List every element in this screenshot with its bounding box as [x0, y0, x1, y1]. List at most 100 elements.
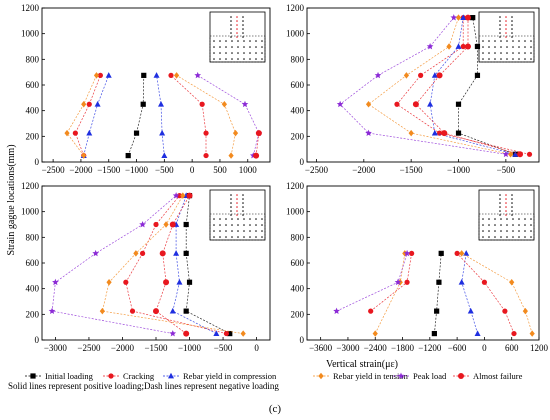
cracking-series-line [125, 195, 227, 334]
failure-point [517, 151, 524, 158]
rebar_comp-point [173, 250, 180, 256]
rebar_tens-point [81, 101, 87, 108]
legend-item-rebar_comp: Rebar yield in compression [163, 371, 277, 381]
rebar_tens-point [459, 250, 465, 257]
y-tick-label: 1000 [286, 207, 305, 217]
failure-point [255, 130, 262, 137]
x-tick-label: 600 [505, 343, 519, 353]
rebar_tens-point [228, 152, 234, 159]
legend-label: Rebar yield in tension [333, 371, 409, 381]
initial-series-line [185, 195, 230, 334]
rebar_comp-point [455, 43, 462, 49]
peak-point [241, 100, 249, 108]
x-tick-label: −3600 [309, 343, 333, 353]
bottom-left-panel: −3000 −2500 −2000 −1500 −1000 −500 0 0 200 400 600… [21, 181, 271, 353]
x-tick-label: −1500 [144, 343, 168, 353]
rebar_tens-point [64, 129, 70, 137]
x-tick-label: −1500 [400, 165, 424, 175]
x-tick-label: −2000 [352, 165, 376, 175]
legend-label: Almost failure [473, 371, 523, 381]
rebar_comp-point [431, 129, 438, 136]
legend-label: Cracking [123, 371, 155, 381]
legend: Initial loading Cracking Rebar yield in co… [25, 371, 523, 381]
rebar_tens-series-line [368, 17, 511, 155]
peak-point [365, 129, 372, 136]
rebar_tens-point [163, 221, 169, 228]
rebar_comp-series-line [156, 75, 165, 156]
rebar_tens-point [446, 43, 452, 50]
y-tick-label: 1200 [21, 181, 40, 191]
cracking-point [203, 152, 209, 159]
initial-point [474, 72, 481, 78]
rebar_tens-point [522, 307, 528, 315]
x-tick-label: −2500 [77, 343, 101, 353]
failure-series-line [155, 195, 190, 334]
rebar_tens-point [507, 151, 514, 158]
y-tick-label: 400 [26, 106, 40, 116]
rebar_comp-point [169, 307, 176, 314]
initial-series-line [434, 253, 442, 334]
legend-marker [168, 372, 174, 379]
initial-point [227, 330, 233, 337]
x-tick-label: −1500 [97, 165, 121, 175]
x-tick-label: 1200 [530, 343, 549, 353]
legend-item-cracking: Cracking [103, 371, 155, 381]
failure-point [169, 221, 176, 228]
cracking-point [368, 308, 374, 314]
legend-label: Initial loading [45, 371, 94, 381]
peak-point [426, 43, 434, 50]
specimen-inset-icon [478, 11, 535, 63]
legend-marker [318, 372, 324, 380]
initial-point [183, 250, 189, 256]
peak-point [450, 14, 458, 21]
rebar_tens-point [372, 330, 378, 337]
cracking-point [460, 43, 466, 50]
rebar_tens-point [106, 279, 112, 286]
y-tick-label: 600 [291, 258, 305, 268]
y-axis-title: Strain gague locations(mm) [6, 144, 17, 255]
rebar_comp-point [105, 72, 112, 78]
x-tick-label: 1000 [239, 165, 258, 175]
rebar_comp-point [153, 72, 160, 78]
initial-point [125, 152, 131, 159]
legend-marker [108, 373, 114, 379]
peak-point [374, 71, 382, 79]
y-tick-label: 800 [291, 232, 305, 242]
y-tick-label: 400 [26, 284, 40, 294]
peak-point [403, 249, 411, 257]
rebar_comp-point [431, 72, 438, 78]
failure-point [412, 101, 419, 108]
legend-item-rebar_tens: Rebar yield in tension [313, 371, 409, 381]
top-left-panel: −2500 −2000 −1500 −1000 −500 0 500 1000 0 200 400 6… [21, 3, 271, 175]
peak-point [502, 150, 510, 158]
y-tick-label: 200 [26, 131, 40, 141]
y-tick-label: 800 [26, 232, 40, 242]
rebar_comp-point [427, 101, 434, 107]
failure-point [464, 14, 471, 21]
cracking-point [203, 130, 209, 136]
rebar_comp-point [512, 151, 519, 157]
peak-point [139, 221, 146, 228]
y-tick-label: 0 [300, 157, 305, 167]
failure-point [183, 330, 190, 337]
y-tick-label: 1200 [286, 3, 305, 13]
cracking-point [86, 101, 92, 107]
x-tick-label: −500 [497, 165, 516, 175]
rebar_comp-point [458, 279, 465, 285]
peak-point [48, 307, 56, 314]
rebar_comp-point [94, 101, 101, 107]
cracking-point [404, 279, 410, 285]
x-tick-label: −2000 [111, 343, 135, 353]
x-tick-label: −500 [214, 343, 233, 353]
rebar_tens-series-line [374, 253, 406, 334]
failure-point [159, 250, 166, 257]
rebar_tens-point [133, 250, 139, 257]
y-tick-label: 600 [291, 80, 305, 90]
x-tick-label: 500 [213, 165, 227, 175]
legend-marker [458, 373, 464, 379]
cracking-point [481, 279, 488, 285]
rebar_comp-point [213, 330, 220, 336]
rebar_comp-point [161, 152, 168, 158]
x-tick-label: 0 [482, 343, 487, 353]
